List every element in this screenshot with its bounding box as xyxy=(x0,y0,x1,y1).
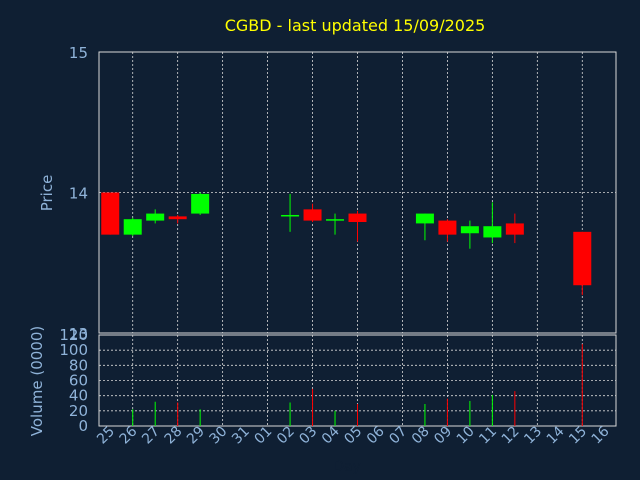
x-tick-label: 13 xyxy=(521,424,545,448)
x-tick-label: 25 xyxy=(94,424,118,448)
x-tick-label: 07 xyxy=(386,424,410,448)
volume-axis-label: Volume (0000) xyxy=(28,326,46,436)
x-tick-label: 09 xyxy=(431,424,455,448)
volume-tick-label: 40 xyxy=(69,387,88,405)
volume-tick-label: 120 xyxy=(59,326,88,344)
x-axis-label: Day xyxy=(333,459,361,475)
x-tick-label: 06 xyxy=(364,423,388,447)
price-tick-label: 15 xyxy=(69,44,88,62)
x-axis: 2526272829303101020304050607080910111213… xyxy=(94,423,612,447)
candle-body xyxy=(101,192,120,235)
candle-body xyxy=(505,223,524,235)
volume-tick-label: 0 xyxy=(78,417,88,435)
candle-body xyxy=(326,219,345,221)
x-tick-label: 03 xyxy=(296,424,320,448)
volume-tick-label: 80 xyxy=(69,356,88,374)
x-tick-label: 26 xyxy=(117,423,141,447)
x-tick-label: 15 xyxy=(566,424,590,448)
chart-title: CGBD - last updated 15/09/2025 xyxy=(225,16,486,35)
x-tick-label: 10 xyxy=(454,424,478,448)
x-tick-label: 28 xyxy=(162,424,186,448)
x-tick-label: 30 xyxy=(207,424,231,448)
price-axis-label: Price xyxy=(38,175,56,212)
candle-body xyxy=(281,214,300,217)
candle-body xyxy=(483,226,502,238)
candle-body xyxy=(460,226,479,234)
candle-body xyxy=(438,220,457,235)
x-tick-label: 05 xyxy=(341,424,365,448)
x-tick-label: 31 xyxy=(229,424,253,448)
candle-body xyxy=(303,209,322,221)
price-panel: 13 14 15 xyxy=(69,44,617,343)
candle-body xyxy=(191,193,210,214)
x-tick-label: 08 xyxy=(409,424,433,448)
x-tick-label: 04 xyxy=(319,423,343,447)
volume-tick-label: 60 xyxy=(69,372,88,390)
candle-body xyxy=(348,213,367,223)
x-tick-label: 27 xyxy=(139,424,163,448)
x-tick-label: 16 xyxy=(589,423,613,447)
volume-tick-label: 20 xyxy=(69,402,88,420)
candle-body xyxy=(415,213,434,224)
x-tick-label: 11 xyxy=(476,424,500,448)
candle-body xyxy=(123,219,142,235)
x-tick-label: 14 xyxy=(544,423,568,447)
x-tick-label: 02 xyxy=(274,424,298,448)
x-tick-label: 12 xyxy=(499,424,523,448)
candle-body xyxy=(168,216,187,220)
x-tick-label: 01 xyxy=(251,424,275,448)
x-tick-label: 29 xyxy=(184,424,208,448)
candle-body xyxy=(573,231,592,286)
price-tick-label: 14 xyxy=(69,185,88,203)
candle-body xyxy=(146,213,165,221)
volume-tick-label: 100 xyxy=(59,341,88,359)
price-tick-label: 13 xyxy=(69,325,88,343)
